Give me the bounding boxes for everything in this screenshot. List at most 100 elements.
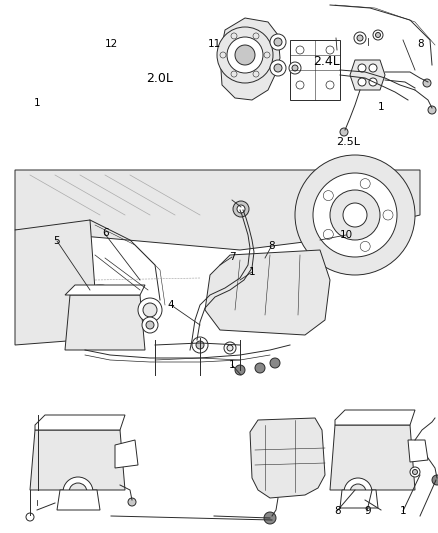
Circle shape — [70, 285, 130, 345]
Circle shape — [357, 35, 363, 41]
Text: 2.5L: 2.5L — [336, 137, 360, 147]
Circle shape — [369, 64, 377, 72]
Circle shape — [227, 37, 263, 73]
Text: 1: 1 — [399, 506, 406, 515]
Circle shape — [52, 437, 88, 473]
Circle shape — [69, 483, 87, 501]
Circle shape — [235, 365, 245, 375]
Circle shape — [255, 363, 265, 373]
Polygon shape — [340, 490, 378, 508]
Text: 4: 4 — [167, 300, 174, 310]
Circle shape — [358, 64, 366, 72]
Circle shape — [345, 428, 385, 468]
Circle shape — [323, 191, 333, 200]
Polygon shape — [35, 415, 125, 430]
Text: 9: 9 — [364, 506, 371, 515]
Circle shape — [383, 210, 393, 220]
Text: 1: 1 — [378, 102, 385, 111]
Text: 5: 5 — [53, 236, 60, 246]
Circle shape — [289, 62, 301, 74]
Circle shape — [344, 478, 372, 506]
Polygon shape — [57, 490, 100, 510]
Text: 1: 1 — [229, 360, 236, 370]
Polygon shape — [408, 440, 428, 462]
Circle shape — [313, 173, 397, 257]
Circle shape — [369, 78, 377, 86]
Circle shape — [264, 52, 270, 58]
Text: 8: 8 — [417, 39, 424, 49]
Circle shape — [90, 305, 110, 325]
Circle shape — [270, 60, 286, 76]
Circle shape — [296, 46, 304, 54]
Circle shape — [410, 467, 420, 477]
Text: 1: 1 — [34, 99, 41, 108]
Circle shape — [274, 38, 282, 46]
Circle shape — [192, 337, 208, 353]
Circle shape — [373, 30, 383, 40]
Polygon shape — [330, 425, 415, 490]
Circle shape — [432, 475, 438, 485]
Circle shape — [237, 205, 245, 213]
Circle shape — [128, 498, 136, 506]
Circle shape — [224, 342, 236, 354]
Text: 7: 7 — [229, 252, 236, 262]
Circle shape — [360, 179, 370, 189]
Circle shape — [196, 341, 204, 349]
Circle shape — [42, 427, 98, 483]
Circle shape — [354, 32, 366, 44]
Circle shape — [355, 438, 375, 458]
Circle shape — [61, 446, 79, 464]
Circle shape — [217, 27, 273, 83]
Circle shape — [142, 317, 158, 333]
Text: 11: 11 — [208, 39, 221, 49]
Circle shape — [335, 418, 395, 478]
Circle shape — [292, 65, 298, 71]
Circle shape — [296, 81, 304, 89]
Circle shape — [80, 295, 120, 335]
Circle shape — [270, 34, 286, 50]
Polygon shape — [30, 430, 125, 490]
Circle shape — [227, 345, 233, 351]
Circle shape — [375, 33, 381, 37]
Circle shape — [428, 106, 436, 114]
Circle shape — [253, 71, 259, 77]
Circle shape — [323, 229, 333, 239]
Circle shape — [146, 321, 154, 329]
Circle shape — [220, 52, 226, 58]
Circle shape — [138, 298, 162, 322]
Text: 2.0L: 2.0L — [146, 72, 173, 85]
Circle shape — [326, 46, 334, 54]
Text: 1: 1 — [248, 267, 255, 277]
Circle shape — [326, 81, 334, 89]
Polygon shape — [350, 60, 385, 90]
Polygon shape — [15, 220, 95, 345]
Circle shape — [343, 203, 367, 227]
Polygon shape — [290, 40, 340, 100]
Circle shape — [330, 190, 380, 240]
Circle shape — [360, 241, 370, 252]
Text: 8: 8 — [268, 241, 275, 251]
Circle shape — [350, 484, 366, 500]
Circle shape — [231, 33, 237, 39]
Polygon shape — [220, 18, 280, 100]
Circle shape — [413, 470, 417, 474]
Circle shape — [423, 79, 431, 87]
Circle shape — [231, 71, 237, 77]
Circle shape — [235, 45, 255, 65]
Text: 2.4L: 2.4L — [313, 55, 340, 68]
Circle shape — [340, 128, 348, 136]
Polygon shape — [65, 285, 145, 295]
Circle shape — [63, 477, 93, 507]
Text: 6: 6 — [102, 229, 109, 238]
Text: 8: 8 — [334, 506, 341, 515]
Text: 10: 10 — [339, 230, 353, 239]
Text: 12: 12 — [105, 39, 118, 49]
Polygon shape — [335, 410, 415, 425]
Polygon shape — [115, 440, 138, 468]
Polygon shape — [205, 250, 330, 335]
Circle shape — [295, 155, 415, 275]
Circle shape — [358, 78, 366, 86]
Polygon shape — [15, 170, 420, 250]
Circle shape — [264, 512, 276, 524]
Polygon shape — [250, 418, 325, 498]
